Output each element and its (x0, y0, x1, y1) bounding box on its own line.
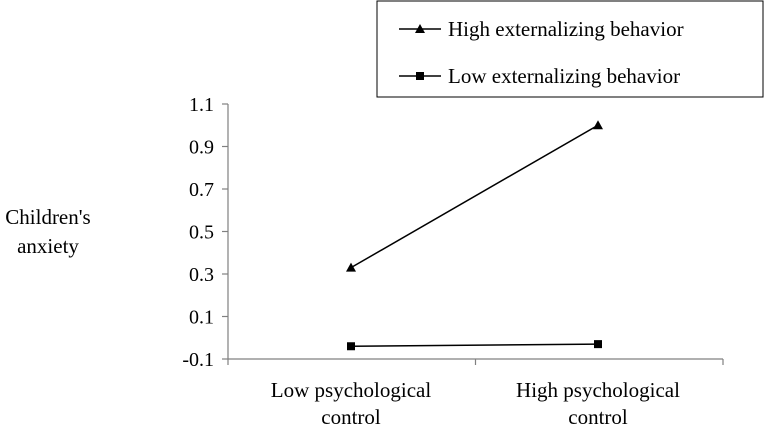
legend-item: High externalizing behavior (399, 17, 684, 41)
axes: -0.1 0.1 0.3 0.5 0.7 0.9 1.1 Low psychological c… (182, 94, 724, 429)
y-axis-title: Children's anxiety (5, 205, 90, 258)
x-category-label: High psychological control (516, 378, 680, 429)
legend-marker (415, 24, 425, 33)
legend-marker (416, 72, 424, 80)
y-tick-label: 0.1 (189, 307, 214, 329)
legend-label: Low externalizing behavior (448, 64, 680, 88)
legend-box (376, 0, 764, 98)
y-tick-label: -0.1 (182, 349, 214, 371)
y-tick-label: 1.1 (189, 94, 214, 116)
data-point (593, 120, 603, 130)
series-line (350, 343, 599, 347)
legend: High externalizing behavior Low externali… (376, 0, 764, 98)
series-high-externalizing (346, 120, 603, 272)
data-point (346, 262, 356, 272)
plot-area (346, 120, 603, 351)
x-category-label: Low psychological control (271, 378, 432, 429)
y-tick-label: 0.3 (189, 264, 214, 286)
y-tick-label: 0.9 (189, 137, 214, 159)
legend-label: High externalizing behavior (448, 17, 684, 41)
legend-item: Low externalizing behavior (399, 64, 680, 88)
y-axis-label: Children's anxiety (5, 205, 90, 258)
data-point (594, 340, 602, 349)
y-tick-label: 0.7 (189, 179, 214, 201)
data-point (347, 342, 355, 351)
y-tick-label: 0.5 (189, 222, 214, 244)
series-line (350, 124, 599, 269)
series-low-externalizing (347, 340, 602, 351)
